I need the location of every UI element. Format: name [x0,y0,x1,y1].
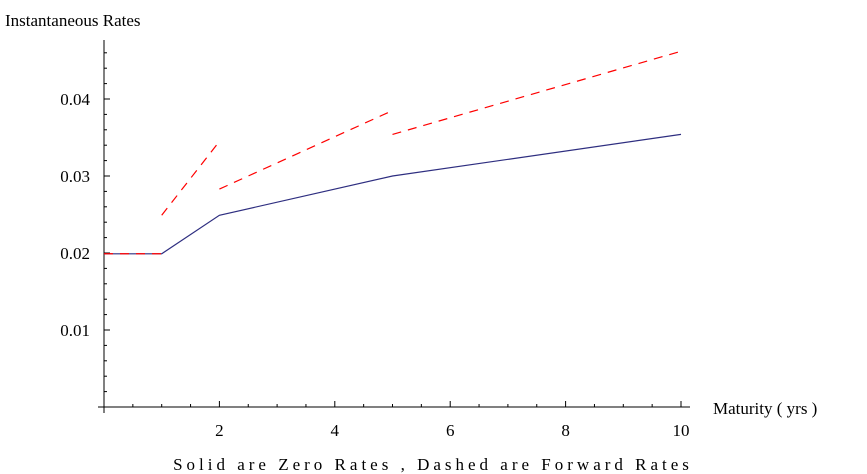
zero-rate-line [104,133,682,255]
y-tick-label: 0.01 [60,321,90,340]
x-tick-label: 4 [331,421,340,440]
y-tick-label: 0.04 [60,90,90,109]
y-axis-label: Instantaneous Rates [5,11,141,30]
axes [98,40,690,413]
x-axis-label: Maturity ( yrs ) [713,399,817,418]
x-tick-label: 6 [446,421,455,440]
x-tick-label: 10 [673,421,690,440]
chart-caption: Solid are Zero Rates , Dashed are Forwar… [173,455,693,474]
y-tick-label: 0.03 [60,167,90,186]
forward-rate-segment [392,50,682,135]
data-series [104,50,682,255]
axis-ticks [104,52,682,407]
forward-rate-segment [219,110,393,190]
x-tick-label: 2 [215,421,224,440]
x-tick-label: 8 [561,421,570,440]
forward-rate-segment [161,140,220,216]
tick-labels: 2 4 6 8 10 0.01 0.02 0.03 0.04 [60,90,689,440]
y-tick-label: 0.02 [60,244,90,263]
